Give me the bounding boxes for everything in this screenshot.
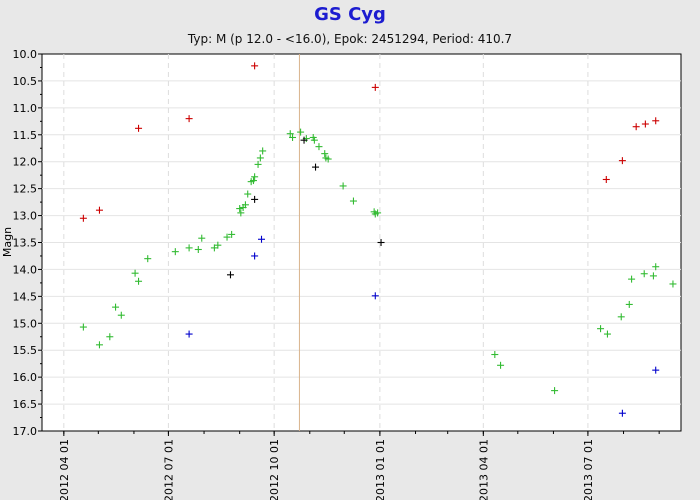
data-point-black xyxy=(300,136,308,144)
data-point-green xyxy=(112,303,120,311)
data-point-green xyxy=(625,300,633,308)
x-tick-label: 2012 07 01 xyxy=(162,439,175,500)
data-point-green xyxy=(249,177,257,185)
grid xyxy=(42,54,681,431)
data-point-green xyxy=(310,136,318,144)
data-point-blue xyxy=(652,366,660,374)
data-point-green xyxy=(628,275,636,283)
data-point-green xyxy=(144,255,152,263)
data-point-red xyxy=(79,214,87,222)
data-point-green xyxy=(297,128,305,136)
y-tick-label: 15.0 xyxy=(13,317,38,330)
data-point-red xyxy=(95,206,103,214)
y-tick-label: 12.0 xyxy=(13,156,38,169)
data-point-green xyxy=(244,190,252,198)
data-point-green xyxy=(321,150,329,158)
y-tick-label: 15.5 xyxy=(13,344,38,357)
data-points xyxy=(79,62,677,417)
data-point-green xyxy=(254,160,262,168)
data-point-black xyxy=(226,271,234,279)
y-tick-label: 14.5 xyxy=(13,290,38,303)
data-point-green xyxy=(79,323,87,331)
data-point-green xyxy=(349,197,357,205)
data-point-green xyxy=(491,351,499,359)
data-point-green xyxy=(374,209,382,217)
y-axis: 10.0 10.5 11.0 11.5 12.0 12.5 13.0 13.5 14.0 14.5… xyxy=(13,48,42,438)
data-point-green xyxy=(241,201,249,209)
data-point-green xyxy=(198,234,206,242)
x-tick-label: 2012 10 01 xyxy=(268,439,281,500)
data-point-green xyxy=(649,272,657,280)
data-point-green xyxy=(131,269,139,277)
data-point-green xyxy=(95,341,103,349)
x-tick-label: 2013 01 01 xyxy=(374,439,387,500)
data-point-red xyxy=(618,157,626,165)
data-point-green xyxy=(551,387,559,395)
data-point-green xyxy=(669,280,677,288)
data-point-red xyxy=(135,124,143,132)
y-tick-label: 10.0 xyxy=(13,48,38,61)
data-point-green xyxy=(106,333,114,341)
data-point-blue xyxy=(185,330,193,338)
data-point-green xyxy=(315,143,323,151)
data-point-green xyxy=(597,325,605,333)
data-point-green xyxy=(117,311,125,319)
y-tick-label: 13.5 xyxy=(13,237,38,250)
chart-subtitle: Typ: M (p 12.0 - <16.0), Epok: 2451294, … xyxy=(187,32,513,46)
data-point-green xyxy=(652,263,660,271)
data-point-green xyxy=(259,147,267,155)
data-point-green xyxy=(251,173,259,181)
chart-title: GS Cyg xyxy=(314,4,386,25)
data-point-green xyxy=(289,133,297,141)
data-point-blue xyxy=(371,292,379,300)
data-point-green xyxy=(228,230,236,238)
data-point-green xyxy=(223,233,231,241)
data-point-red xyxy=(371,83,379,91)
data-point-green xyxy=(135,277,143,285)
data-point-green xyxy=(185,244,193,252)
data-point-red xyxy=(251,62,259,70)
y-tick-label: 16.5 xyxy=(13,398,38,411)
data-point-green xyxy=(640,270,648,278)
x-tick-label: 2012 04 01 xyxy=(58,439,71,500)
x-tick-label: 2013 07 01 xyxy=(582,439,595,500)
data-point-green xyxy=(286,130,294,138)
y-tick-label: 16.0 xyxy=(13,371,38,384)
y-tick-label: 12.5 xyxy=(13,183,38,196)
data-point-green xyxy=(339,182,347,190)
data-point-black xyxy=(377,239,385,246)
data-point-red xyxy=(185,115,193,123)
y-tick-label: 14.0 xyxy=(13,263,38,276)
data-point-green xyxy=(194,246,202,254)
y-tick-label: 13.0 xyxy=(13,210,38,223)
data-point-red xyxy=(632,123,640,131)
data-point-green xyxy=(236,205,244,213)
data-point-green xyxy=(497,361,505,369)
data-point-red xyxy=(652,117,660,125)
data-point-green xyxy=(256,154,264,162)
data-point-blue xyxy=(258,235,266,243)
y-tick-label: 11.0 xyxy=(13,102,38,115)
y-tick-label: 10.5 xyxy=(13,75,38,88)
y-tick-label: 17.0 xyxy=(13,425,38,438)
data-point-green xyxy=(171,248,179,256)
data-point-red xyxy=(602,175,610,183)
data-point-blue xyxy=(618,409,626,417)
data-point-green xyxy=(237,209,245,217)
data-point-blue xyxy=(251,252,259,260)
data-point-green xyxy=(214,241,222,249)
data-point-green xyxy=(603,330,611,338)
y-axis-label: Magn xyxy=(1,227,14,257)
data-point-black xyxy=(312,163,320,171)
x-tick-label: 2013 04 01 xyxy=(477,439,490,500)
data-point-black xyxy=(251,195,259,203)
x-axis: 2012 04 01 2012 07 01 2012 10 01 2013 01 01… xyxy=(58,431,660,500)
data-point-green xyxy=(617,313,625,321)
y-tick-label: 11.5 xyxy=(13,129,38,142)
data-point-red xyxy=(641,120,649,128)
data-point-green xyxy=(324,155,332,163)
